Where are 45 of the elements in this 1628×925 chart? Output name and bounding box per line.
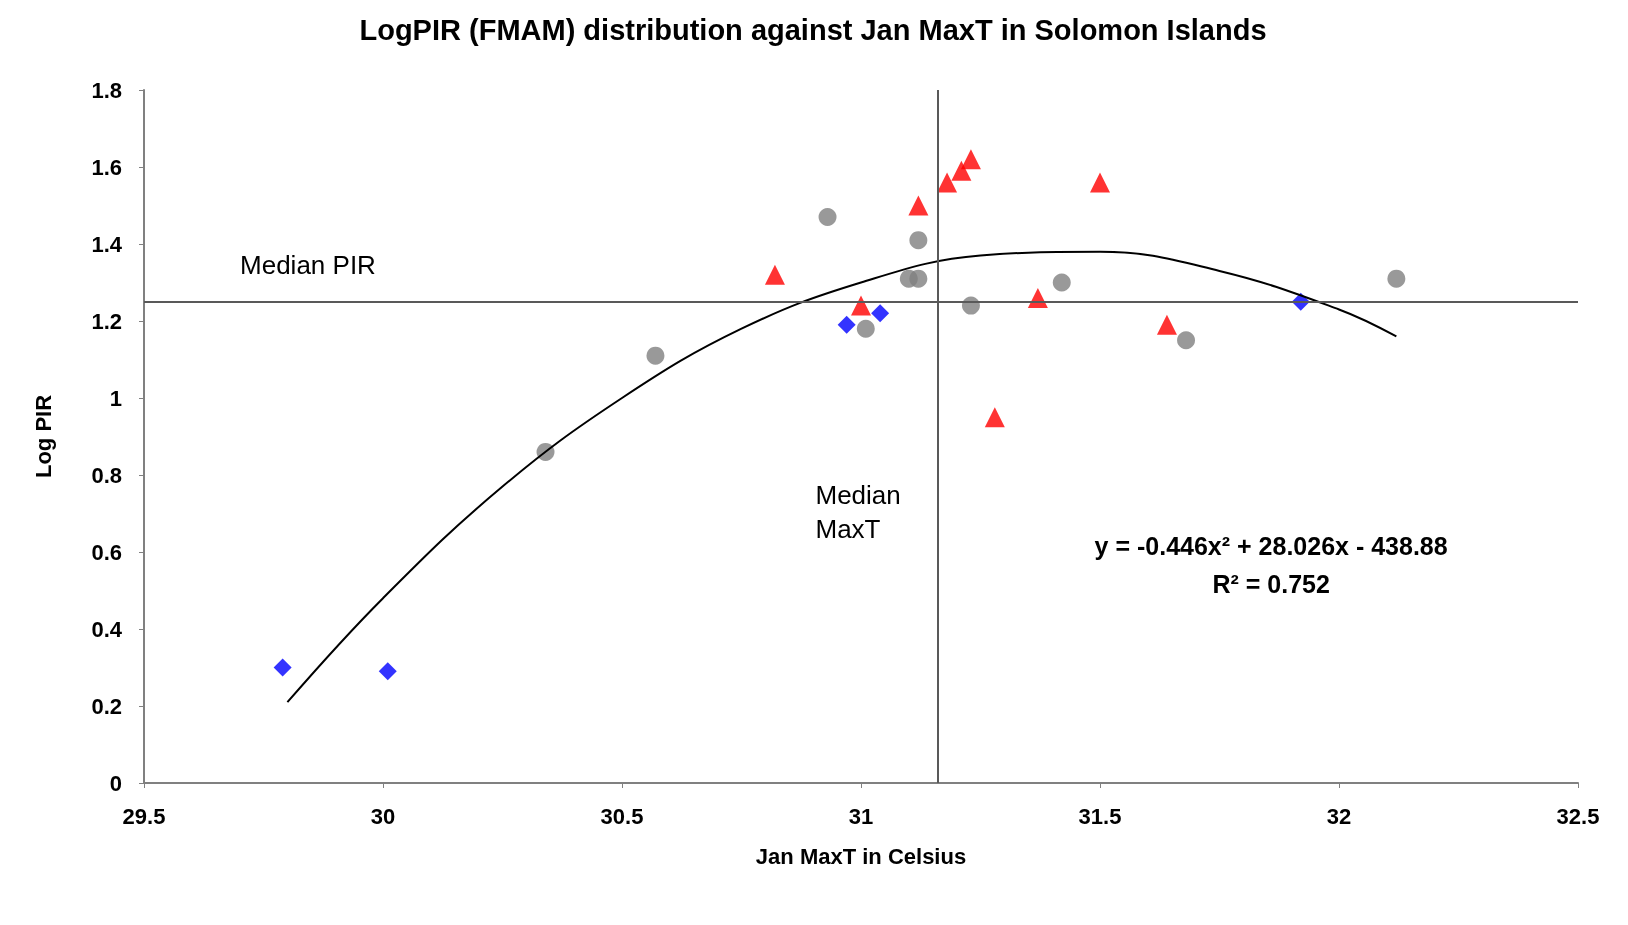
ref-line-label: Median MaxT <box>815 480 908 545</box>
chart-title: LogPIR (FMAM) distribution against Jan MaxT in Solomon Islands <box>359 13 1267 46</box>
x-tick-label: 30.5 <box>600 803 644 829</box>
ref-line-label: Median PIR <box>240 249 376 280</box>
point <box>908 195 929 216</box>
x-tick-label: 30 <box>370 803 396 829</box>
y-tick-label: 1.6 <box>91 154 122 180</box>
point <box>909 269 928 288</box>
y-tick-label: 0.4 <box>91 616 123 642</box>
point <box>984 407 1005 428</box>
point <box>960 149 981 170</box>
point <box>937 172 958 193</box>
point <box>1177 331 1196 350</box>
point <box>951 160 972 181</box>
y-tick-label: 1 <box>109 385 122 411</box>
x-tick-label: 31.5 <box>1078 803 1122 829</box>
point <box>378 662 397 681</box>
point <box>837 315 856 334</box>
annotation: R² = 0.752 <box>1212 570 1330 599</box>
point <box>1387 269 1406 288</box>
point <box>273 658 292 677</box>
point <box>909 231 928 250</box>
point <box>851 295 871 316</box>
x-axis-title: Jan MaxT in Celsius <box>755 843 967 869</box>
annotation: y = -0.446x² + 28.026x - 438.88 <box>1094 532 1448 561</box>
y-tick-label: 1.8 <box>91 77 122 103</box>
y-tick-label: 0.8 <box>91 462 122 488</box>
point <box>646 346 665 365</box>
y-tick-label: 1.2 <box>91 308 122 334</box>
y-tick-label: 1.4 <box>91 231 123 257</box>
point <box>1090 172 1110 193</box>
point <box>1156 314 1177 335</box>
x-tick-label: 32 <box>1326 803 1352 829</box>
y-tick-label: 0.6 <box>91 539 122 565</box>
y-tick-label: 0.2 <box>91 693 122 719</box>
point <box>818 208 837 227</box>
x-tick-label: 31 <box>848 803 874 829</box>
point <box>856 319 875 338</box>
point <box>1052 273 1071 292</box>
point <box>871 304 890 323</box>
y-tick-label: 0 <box>109 770 122 796</box>
point <box>764 264 785 285</box>
y-axis-title: Log PIR <box>30 394 56 479</box>
x-tick-label: 29.5 <box>122 803 166 829</box>
x-tick-label: 32.5 <box>1556 803 1600 829</box>
